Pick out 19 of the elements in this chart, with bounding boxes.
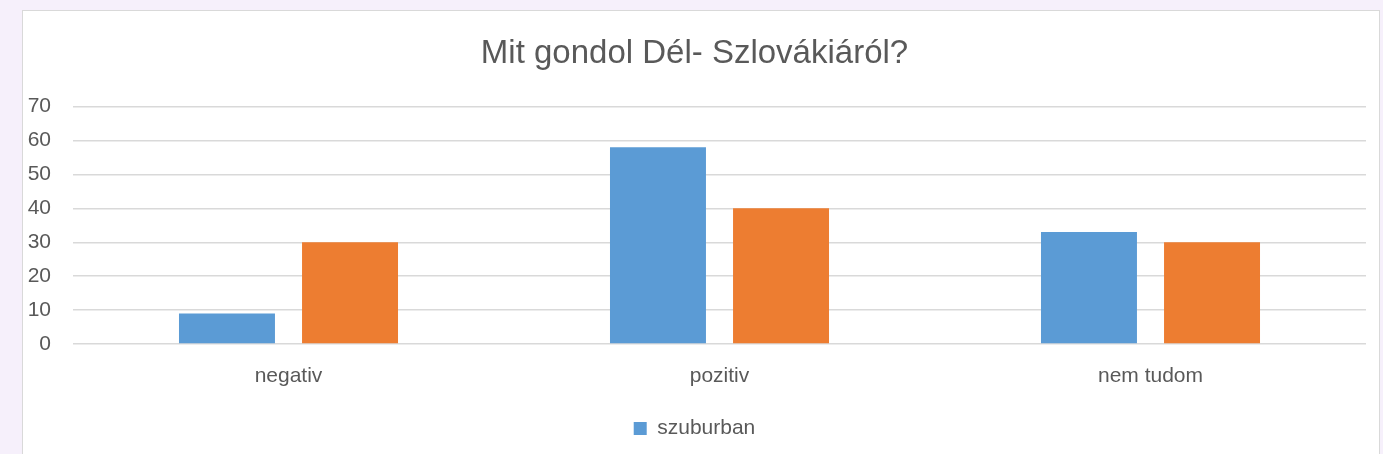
bar: [609, 147, 706, 344]
x-tick-label: pozitiv: [689, 363, 750, 387]
bar: [178, 313, 275, 344]
y-tick-label: 60: [27, 127, 51, 151]
y-tick-label: 0: [39, 330, 51, 354]
bar: [1040, 232, 1137, 344]
y-tick-label: 20: [27, 262, 51, 286]
y-tick-label: 50: [27, 161, 51, 185]
bar: [302, 242, 399, 344]
bar: [733, 208, 830, 344]
y-tick-label: 30: [27, 229, 51, 253]
chart-title: Mit gondol Dél- Szlovákiáról?: [480, 32, 909, 70]
x-tick-label: nem tudom: [1097, 363, 1204, 387]
legend-label: szuburban: [657, 415, 756, 439]
y-tick-label: 70: [27, 93, 51, 117]
x-tick-label: negativ: [254, 363, 323, 387]
bar: [1164, 242, 1261, 344]
y-tick-label: 10: [27, 296, 51, 320]
y-tick-label: 40: [27, 195, 51, 219]
